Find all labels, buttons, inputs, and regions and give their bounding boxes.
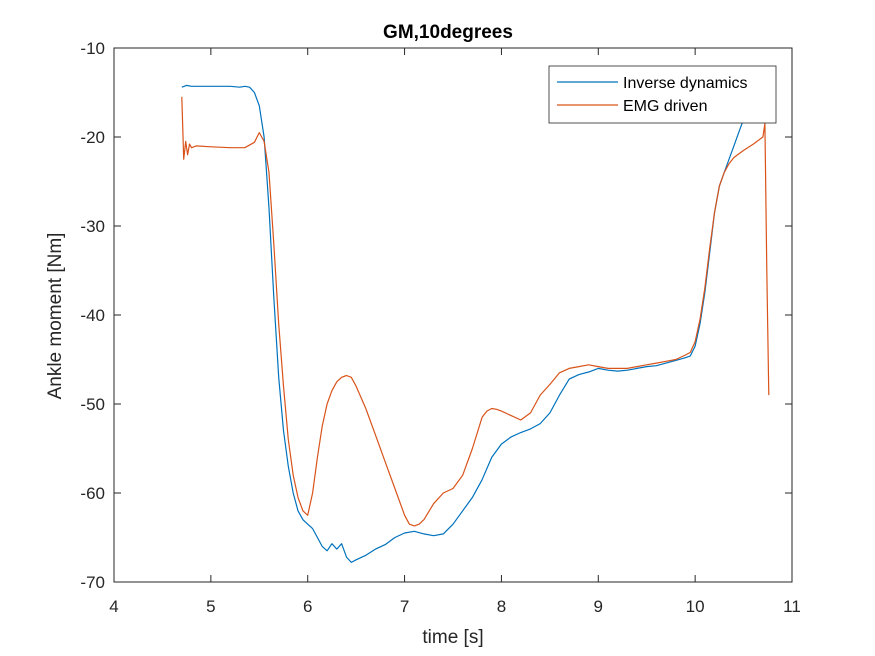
x-tick-label: 9 [594,597,603,616]
y-axis-title: Ankle moment [Nm] [45,233,66,400]
x-tick-label: 8 [497,597,506,616]
y-tick-label: -20 [80,128,105,147]
x-tick-label: 10 [686,597,705,616]
y-tick-label: -30 [80,217,105,236]
x-axis-title: time [s] [422,627,483,648]
ticks-layer: 4 5 6 7 8 9 10 11 -70 -60 -50 -40 -30 -20 -10 [80,39,800,616]
y-tick-label: -60 [80,484,105,503]
x-tick-label: 11 [783,597,801,616]
legend-label-emg-driven: EMG driven [623,98,707,115]
legend-box [548,65,777,124]
legend[interactable]: Inverse dynamics EMG driven [548,65,777,124]
y-tick-label: -50 [80,395,105,414]
x-tick-label: 4 [109,597,118,616]
x-tick-label: 5 [206,597,215,616]
x-tick-label: 6 [303,597,312,616]
y-tick-label: -70 [80,573,105,592]
y-tick-label: -10 [80,39,105,58]
y-tick-label: -40 [80,306,105,325]
plot-area [114,48,792,582]
x-tick-label: 7 [400,597,409,616]
chart-title: GM,10degrees [383,22,513,43]
series-layer [181,84,770,564]
legend-label-inverse-dynamics: Inverse dynamics [623,75,748,92]
series-line-emg-driven [181,96,770,527]
series-line-inverse-dynamics [181,84,749,564]
